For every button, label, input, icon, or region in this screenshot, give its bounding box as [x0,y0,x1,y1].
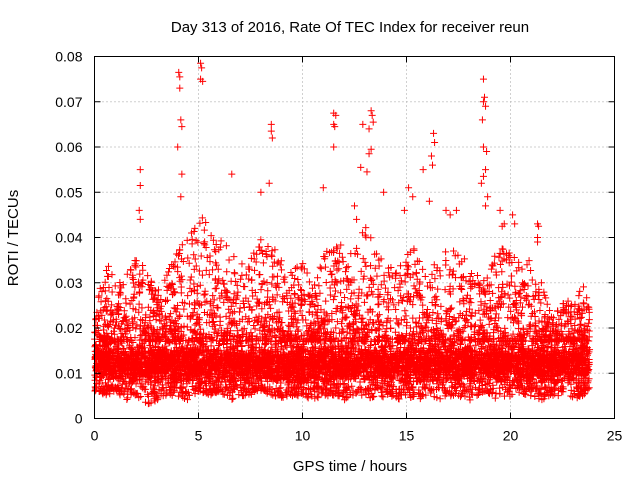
data-points [91,59,594,408]
data-point [207,342,215,350]
data-point [348,382,356,390]
data-point [355,342,363,350]
